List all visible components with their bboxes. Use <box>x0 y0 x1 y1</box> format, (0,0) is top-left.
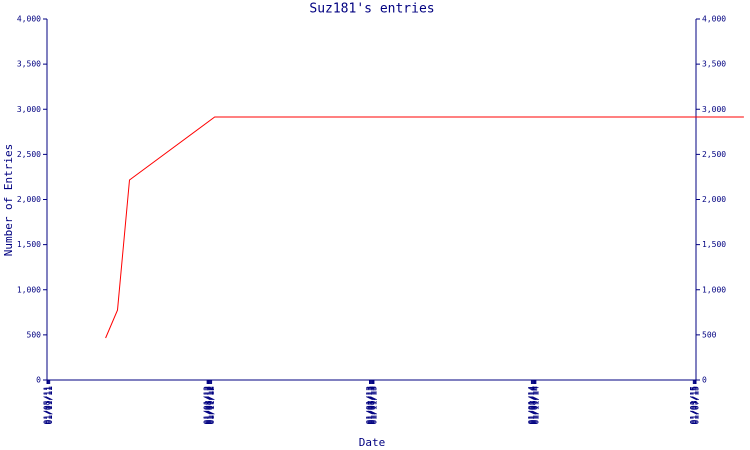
data-line <box>105 116 744 339</box>
x-tick-label: 01/03/14 <box>528 386 537 425</box>
y-tick-label: 3,500 <box>17 60 41 69</box>
x-tick-label: 01/09/13 <box>369 386 378 425</box>
y2-tick-label: 3,500 <box>702 60 726 69</box>
x-tick-label: 01/07/11 <box>43 386 52 425</box>
x-tick-label: 01/01/15 <box>689 386 698 425</box>
y2-tick-label: 1,500 <box>702 240 726 249</box>
x-tick-label: 01/07/12 <box>205 386 214 425</box>
x-axis-title: Date <box>359 436 386 449</box>
y-tick-label: 0 <box>36 376 41 385</box>
x-tick-label: 01/05/13 <box>367 386 376 425</box>
y2-tick-label: 3,000 <box>702 105 726 114</box>
x-tick-label: 01/03/12 <box>204 386 213 425</box>
y2-tick-label: 0 <box>702 376 707 385</box>
y-tick-label: 500 <box>27 330 42 339</box>
y-tick-label: 3,000 <box>17 105 41 114</box>
y2-tick-label: 2,000 <box>702 195 726 204</box>
y2-tick-label: 1,000 <box>702 285 726 294</box>
y-tick-label: 1,000 <box>17 285 41 294</box>
y-axis-title: Number of Entries <box>2 144 15 257</box>
x-tick-label: 01/11/13 <box>369 386 378 425</box>
x-tick-label: 01/01/13 <box>365 386 374 425</box>
y2-tick-label: 2,500 <box>702 150 726 159</box>
x-tick-label: 01/03/15 <box>690 386 699 425</box>
x-tick-label: 01/01/14 <box>527 386 536 425</box>
x-tick-label: 01/11/12 <box>207 386 216 425</box>
x-tick-label: 01/09/12 <box>206 386 215 425</box>
x-tick-label: 01/01/12 <box>203 386 212 425</box>
x-tick-label: 01/05/12 <box>204 386 213 425</box>
x-tick-label: 01/03/13 <box>366 386 375 425</box>
y-tick-label: 1,500 <box>17 240 41 249</box>
x-tick-label: 01/07/13 <box>368 386 377 425</box>
y-tick-label: 2,500 <box>17 150 41 159</box>
y2-tick-label: 500 <box>702 330 717 339</box>
x-tick-label: 01/05/14 <box>529 386 538 425</box>
x-tick-label: 01/11/11 <box>45 386 54 425</box>
y2-tick-label: 4,000 <box>702 15 726 24</box>
x-tick-label: 01/11/14 <box>531 386 540 425</box>
y-tick-label: 2,000 <box>17 195 41 204</box>
chart-title: Suz181's entries <box>309 2 434 17</box>
x-tick-label: 01/09/14 <box>530 386 539 425</box>
x-tick-label: 01/07/14 <box>530 386 539 425</box>
y-tick-label: 4,000 <box>17 15 41 24</box>
x-tick-label: 01/05/15 <box>691 386 700 425</box>
x-tick-label: 01/09/11 <box>44 386 53 425</box>
x-tick-label: 01/05/11 <box>43 386 52 425</box>
x-tick-label: 01/07/15 <box>692 386 701 425</box>
